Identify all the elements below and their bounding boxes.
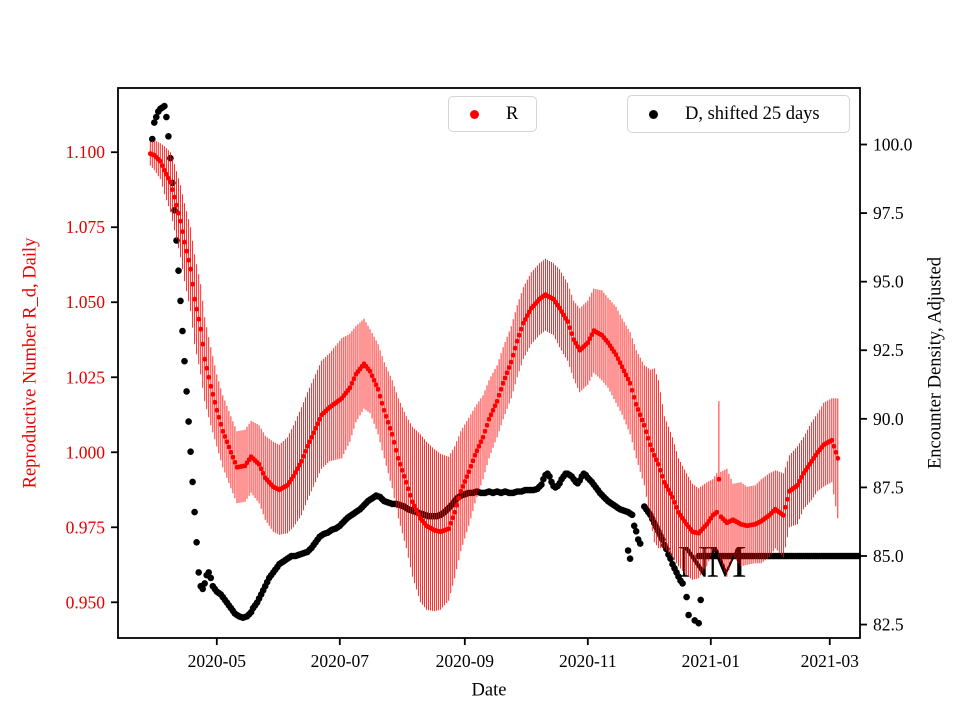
y-right-tick-label: 87.5 xyxy=(873,477,904,497)
plot-border xyxy=(117,87,861,639)
axis-ticks: 0.950 0.975 1.000 1.025 1.050 1.075 1.100 82.5 8… xyxy=(66,135,913,671)
y-left-tick-label: 1.075 xyxy=(66,217,106,237)
x-tick-label: 2020-09 xyxy=(436,651,495,671)
state-annotation: NM xyxy=(678,537,745,587)
y-left-tick-label: 0.950 xyxy=(66,592,106,612)
legend-r: R xyxy=(448,96,537,132)
right-axis-title: Encounter Density, Adjusted xyxy=(925,256,946,470)
x-tick-label: 2020-05 xyxy=(188,651,247,671)
legend-d: D, shifted 25 days xyxy=(627,95,850,133)
x-tick-label: 2021-01 xyxy=(682,651,740,671)
r-series xyxy=(147,151,841,536)
y-left-tick-label: 1.100 xyxy=(66,142,106,162)
y-right-tick-label: 95.0 xyxy=(873,272,904,292)
y-left-tick-label: 0.975 xyxy=(66,517,106,537)
d-series-marker-icon xyxy=(649,109,658,119)
r-series-error-bars xyxy=(149,140,839,612)
y-right-tick-label: 82.5 xyxy=(873,615,904,635)
y-right-tick-label: 85.0 xyxy=(873,546,904,566)
x-axis-title: Date xyxy=(471,680,507,701)
r-series-marker-icon xyxy=(470,109,479,119)
y-right-tick-label: 92.5 xyxy=(873,340,904,360)
y-left-tick-label: 1.050 xyxy=(66,292,106,312)
y-left-tick-label: 1.025 xyxy=(66,367,106,387)
legend-d-label: D, shifted 25 days xyxy=(685,103,820,124)
y-right-tick-label: 100.0 xyxy=(873,135,913,155)
legend-r-label: R xyxy=(506,103,519,124)
y-left-tick-label: 1.000 xyxy=(66,442,106,462)
y-right-tick-label: 90.0 xyxy=(873,409,904,429)
x-tick-label: 2021-03 xyxy=(801,651,860,671)
left-axis-title: Reproductive Number R_d, Daily xyxy=(20,237,41,489)
x-tick-label: 2020-07 xyxy=(311,651,370,671)
y-right-tick-label: 97.5 xyxy=(873,203,904,223)
x-tick-label: 2020-11 xyxy=(559,651,617,671)
